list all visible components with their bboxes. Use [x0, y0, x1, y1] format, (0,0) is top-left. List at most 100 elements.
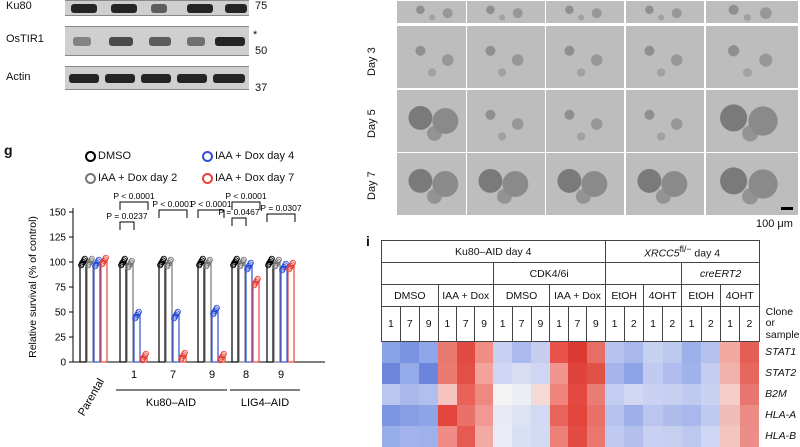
bar [119, 261, 127, 363]
pvalue-label: P = 0.0467 [218, 207, 259, 217]
clone-number: 7 [399, 306, 420, 342]
clone-number: 1 [642, 306, 664, 342]
heatmap-cell [605, 362, 625, 384]
header-condition: EtOH [604, 284, 644, 307]
clone-number: 1 [437, 306, 458, 342]
micrograph-tile [396, 0, 476, 24]
group-label-ku80: Ku80–AID [146, 397, 196, 409]
bar [79, 261, 87, 363]
heatmap-cell [586, 341, 605, 363]
heatmap-cell [720, 404, 740, 426]
data-point [213, 304, 220, 311]
bar [197, 261, 205, 363]
clone-number: 9 [474, 306, 494, 342]
bar [100, 260, 108, 363]
micrograph-tile [545, 89, 625, 153]
heatmap-cell [512, 404, 531, 426]
micrograph-tile [545, 152, 625, 216]
bar [238, 262, 246, 363]
heatmap-cell [438, 362, 457, 384]
y-tick-label: 125 [49, 233, 66, 244]
bar [86, 261, 94, 363]
micrograph-tile [466, 0, 546, 24]
heatmap-cell [474, 341, 494, 363]
clone-number: 7 [455, 306, 476, 342]
heatmap-cell [720, 341, 740, 363]
panel-i-letter: i [366, 233, 370, 249]
data-point [102, 254, 109, 261]
heatmap-cell [739, 404, 760, 426]
x-tick-label: Parental [76, 377, 107, 418]
y-axis-label: Relative survival (% of control) [27, 216, 39, 358]
header-creert2: creERT2 [681, 262, 760, 285]
heatmap-table: Ku80–AID day 4 XRCC5fl/− day 4 CDK4/6i creE… [381, 240, 800, 447]
panel-g-letter: g [4, 142, 13, 158]
marker-37: 37 [255, 82, 268, 94]
header-xrcc5: XRCC5fl/− day 4 [604, 240, 760, 263]
clone-number: 1 [492, 306, 513, 342]
data-point [181, 349, 188, 356]
micrograph-tile [396, 25, 476, 89]
pvalue-bracket [231, 217, 247, 226]
heatmap-cell [701, 383, 721, 405]
header-condition: DMSO [381, 284, 439, 307]
gene-label: STAT2 [765, 367, 797, 380]
pvalue-label: P < 0.0001 [225, 191, 266, 201]
scale-bar-label: 100 μm [756, 218, 793, 230]
micrograph-tile [396, 89, 476, 153]
clone-number: 2 [739, 306, 760, 342]
legend-day7-icon [202, 173, 213, 184]
legend-dmso-icon [85, 151, 96, 162]
heatmap-cell [400, 404, 420, 426]
heatmap-cell [643, 383, 663, 405]
heatmap-cell [662, 404, 682, 426]
header-blank [381, 262, 494, 285]
micrograph-tile [625, 25, 705, 89]
micrograph-tile [705, 152, 799, 216]
data-point [254, 275, 261, 282]
heatmap-cell [701, 425, 721, 447]
header-condition: 4OHT [642, 284, 683, 307]
clone-number: 9 [418, 306, 439, 342]
y-tick-label: 25 [55, 333, 67, 344]
heatmap-cell [381, 341, 401, 363]
data-point [81, 255, 88, 262]
heatmap-cell [438, 383, 457, 405]
bar [231, 261, 239, 363]
blot-label-actin: Actin [6, 71, 31, 83]
clone-number: 2 [700, 306, 721, 342]
heatmap-cell [474, 362, 494, 384]
heatmap-cell [512, 383, 531, 405]
pvalue-label: P = 0.0237 [106, 211, 147, 221]
heatmap-cell [739, 425, 760, 447]
clone-number: 1 [549, 306, 569, 342]
data-point [282, 260, 289, 267]
heatmap-cell [531, 341, 550, 363]
micrograph-tile [705, 25, 799, 89]
heatmap-cell [381, 383, 401, 405]
heatmap-cell [456, 341, 475, 363]
data-point [275, 256, 282, 263]
header-condition: 4OHT [719, 284, 760, 307]
clone-number: 7 [567, 306, 588, 342]
y-tick-label: 50 [55, 308, 67, 319]
day-label-3: Day 3 [366, 47, 378, 76]
heatmap-cell [605, 383, 625, 405]
bar [133, 314, 141, 363]
micrograph-tile [396, 152, 476, 216]
header-ku80: Ku80–AID day 4 [381, 240, 606, 263]
y-tick-label: 0 [60, 358, 66, 369]
y-tick-label: 150 [49, 208, 66, 219]
heatmap-cell [456, 383, 475, 405]
marker-75: 75 [255, 0, 268, 12]
heatmap-cell [739, 383, 760, 405]
marker-50: 50 [255, 45, 268, 57]
heatmap-cell [720, 362, 740, 384]
heatmap-cell [605, 425, 625, 447]
legend-day2: IAA + Dox day 2 [98, 172, 178, 184]
bar [165, 262, 173, 363]
heatmap-cell [549, 425, 569, 447]
data-point [135, 308, 142, 315]
heatmap-cell [549, 404, 569, 426]
header-blank [604, 262, 683, 285]
